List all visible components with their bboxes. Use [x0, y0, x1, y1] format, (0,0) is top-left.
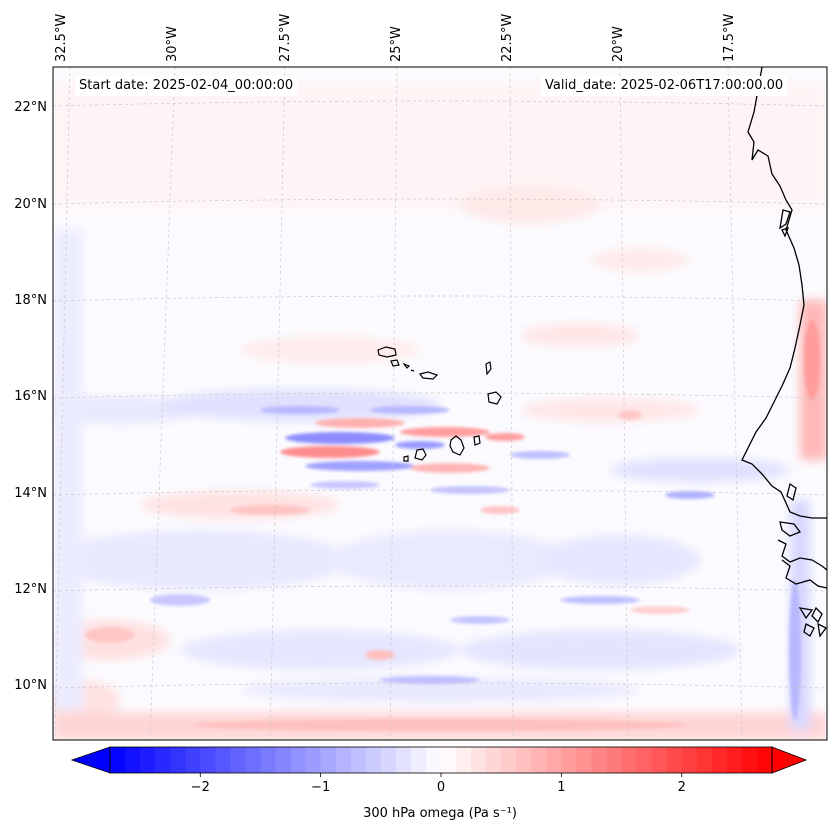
african-coastline [741, 67, 827, 638]
lon-label: 27.5°W [278, 14, 293, 62]
lat-label: 22°N [14, 100, 47, 115]
colorbar-cell [230, 747, 247, 773]
lon-label: 30°W [165, 26, 180, 62]
lat-label: 16°N [14, 389, 47, 404]
map-frame [52, 66, 828, 741]
colorbar-cell [275, 747, 292, 773]
colorbar-cell [711, 747, 728, 773]
cape-verde-islands [377, 346, 502, 462]
colorbar-tick-label: −1 [311, 780, 330, 795]
lon-label: 22.5°W [500, 14, 515, 62]
colorbar-tick-label: 2 [678, 780, 686, 795]
colorbar-cell [516, 747, 532, 773]
omega-field-features [85, 320, 820, 731]
colorbar-cell [260, 747, 277, 773]
colorbar-cell [681, 747, 698, 773]
colorbar-cell [170, 747, 186, 773]
colorbar-cell [756, 747, 773, 773]
lat-label: 12°N [14, 582, 47, 597]
colorbar-cell [425, 747, 442, 773]
colorbar-cells [110, 747, 773, 773]
colorbar-cell [591, 747, 608, 773]
colorbar-cell [200, 747, 216, 773]
colorbar-cell [380, 747, 397, 773]
colorbar-cell [395, 747, 412, 773]
colorbar-cell [140, 747, 156, 773]
lon-label: 20°W [611, 26, 626, 62]
colorbar-cell [561, 747, 578, 773]
colorbar-ticks: −2 −1 0 1 2 [191, 773, 686, 795]
colorbar-cell [651, 747, 668, 773]
colorbar-cell [576, 747, 593, 773]
colorbar-label: 300 hPa omega (Pa s⁻¹) [363, 806, 517, 821]
colorbar-cell [125, 747, 141, 773]
colorbar-cell [335, 747, 352, 773]
latitude-labels: 22°N 20°N 18°N 16°N 14°N 12°N 10°N [14, 100, 47, 693]
colorbar-cell [741, 747, 758, 773]
colorbar-cell [215, 747, 231, 773]
lat-label: 18°N [14, 293, 47, 308]
lat-label: 14°N [14, 486, 47, 501]
colorbar-cell [350, 747, 367, 773]
colorbar-cell [696, 747, 713, 773]
colorbar-cell [110, 747, 126, 773]
omega-field-broad [53, 80, 827, 740]
longitude-labels: 32.5°W 30°W 27.5°W 25°W 22.5°W 20°W 17.5… [54, 14, 737, 62]
map-panel [53, 67, 827, 740]
colorbar-cell [621, 747, 638, 773]
colorbar-cell [410, 747, 427, 773]
colorbar-tick-label: −2 [191, 780, 210, 795]
colorbar-cell [456, 747, 472, 773]
colorbar-cell [441, 747, 457, 773]
colorbar-cell [320, 747, 337, 773]
colorbar-cell [531, 747, 547, 773]
lat-label: 10°N [14, 678, 47, 693]
colorbar-tick-label: 1 [557, 780, 565, 795]
lon-label: 25°W [389, 26, 404, 62]
colorbar-extend-max [771, 746, 808, 774]
colorbar-cell [501, 747, 517, 773]
colorbar-cell [726, 747, 743, 773]
colorbar-cell [305, 747, 322, 773]
colorbar-cell [606, 747, 623, 773]
lat-label: 20°N [14, 197, 47, 212]
lon-label: 17.5°W [722, 14, 737, 62]
colorbar-cell [155, 747, 171, 773]
colorbar-cell [290, 747, 307, 773]
colorbar-cell [365, 747, 382, 773]
colorbar-cell [666, 747, 683, 773]
colorbar-cell [546, 747, 562, 773]
colorbar-cell [245, 747, 262, 773]
valid-date-label: Valid_date: 2025-02-06T17:00:00.00 [541, 76, 788, 96]
graticule [53, 67, 827, 740]
colorbar-cell [185, 747, 201, 773]
lon-label: 32.5°W [54, 14, 69, 62]
colorbar-cell [636, 747, 653, 773]
colorbar-cell [486, 747, 502, 773]
colorbar-cell [471, 747, 487, 773]
colorbar-tick-label: 0 [437, 780, 445, 795]
start-date-label: Start date: 2025-02-04_00:00:00 [75, 76, 298, 96]
colorbar: −2 −1 0 1 2 [70, 746, 808, 795]
colorbar-extend-min [70, 746, 111, 774]
